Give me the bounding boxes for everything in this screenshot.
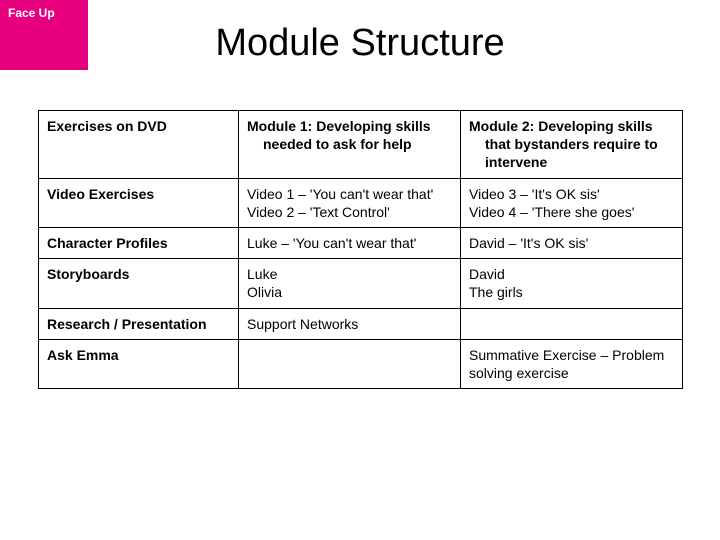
cell-text: The girls: [469, 283, 674, 301]
cell-text: David: [469, 265, 674, 283]
cell-text: Module 1: Developing skills needed to as…: [247, 117, 452, 153]
cell-module-1-videos: Video 1 – 'You can't wear that' Video 2 …: [239, 178, 461, 227]
cell-module-1-research: Support Networks: [239, 308, 461, 339]
cell-module-2-research: [461, 308, 683, 339]
table-row: Exercises on DVD Module 1: Developing sk…: [39, 111, 683, 179]
cell-module-2-ask-emma: Summative Exercise – Problem solving exe…: [461, 339, 683, 388]
table-row: Research / Presentation Support Networks: [39, 308, 683, 339]
cell-text: Luke: [247, 265, 452, 283]
cell-module-2-header: Module 2: Developing skills that bystand…: [461, 111, 683, 179]
cell-text: Video 2 – 'Text Control': [247, 203, 452, 221]
brand-logo-text: Face Up: [8, 6, 55, 20]
cell-text: Video 3 – 'It's OK sis': [469, 185, 674, 203]
cell-text: Olivia: [247, 283, 452, 301]
cell-research-presentation: Research / Presentation: [39, 308, 239, 339]
cell-module-1-header: Module 1: Developing skills needed to as…: [239, 111, 461, 179]
page-title: Module Structure: [0, 22, 720, 65]
module-structure-table: Exercises on DVD Module 1: Developing sk…: [38, 110, 682, 389]
table-row: Storyboards Luke Olivia David The girls: [39, 259, 683, 308]
cell-video-exercises: Video Exercises: [39, 178, 239, 227]
cell-module-2-profiles: David – 'It's OK sis': [461, 227, 683, 258]
cell-text: Module 2: Developing skills that bystand…: [469, 117, 674, 172]
cell-exercises-on-dvd: Exercises on DVD: [39, 111, 239, 179]
cell-module-2-storyboards: David The girls: [461, 259, 683, 308]
cell-module-1-ask-emma: [239, 339, 461, 388]
table-row: Ask Emma Summative Exercise – Problem so…: [39, 339, 683, 388]
cell-module-1-profiles: Luke – 'You can't wear that': [239, 227, 461, 258]
cell-text: Video 1 – 'You can't wear that': [247, 185, 452, 203]
cell-storyboards: Storyboards: [39, 259, 239, 308]
table-row: Character Profiles Luke – 'You can't wea…: [39, 227, 683, 258]
cell-module-2-videos: Video 3 – 'It's OK sis' Video 4 – 'There…: [461, 178, 683, 227]
table-row: Video Exercises Video 1 – 'You can't wea…: [39, 178, 683, 227]
cell-module-1-storyboards: Luke Olivia: [239, 259, 461, 308]
cell-character-profiles: Character Profiles: [39, 227, 239, 258]
cell-text: Video 4 – 'There she goes': [469, 203, 674, 221]
cell-ask-emma: Ask Emma: [39, 339, 239, 388]
